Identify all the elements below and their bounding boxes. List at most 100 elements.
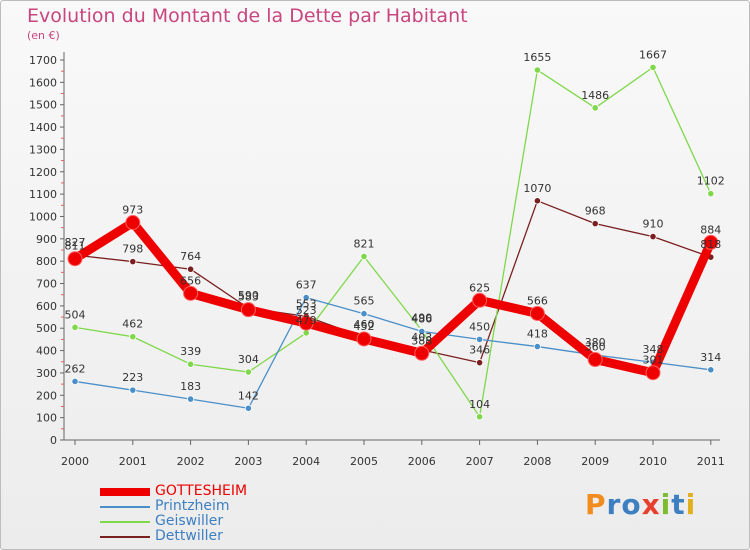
y-tick-label: 1100 [29,188,57,201]
y-tick-label: 300 [36,367,57,380]
data-point-gottesheim [125,215,141,231]
data-point-printzheim [129,386,137,394]
proxiti-logo: Proxiti [585,488,696,521]
data-label: 821 [354,237,375,250]
data-point-geiswiller [533,66,542,74]
data-label: 625 [469,281,490,294]
legend-swatch [100,521,150,523]
data-label: 827 [65,236,86,249]
data-point-gottesheim [529,305,545,321]
x-tick-label: 2002 [177,455,205,468]
y-tick-label: 1600 [29,76,57,89]
data-point-printzheim [244,404,252,412]
data-point-printzheim [360,310,368,318]
legend-label: Geiswiller [155,513,224,529]
data-point-gottesheim [645,365,661,381]
x-tick-label: 2011 [697,455,725,468]
data-label: 968 [585,205,606,218]
data-point-geiswiller [707,190,715,198]
data-label: 388 [411,334,432,347]
y-tick-label: 1300 [29,143,57,156]
data-point-dettwiller [187,265,195,273]
data-label: 566 [527,294,548,307]
data-label: 183 [180,380,201,393]
data-label: 460 [354,318,375,331]
data-label: 656 [180,274,201,287]
data-label: 104 [469,398,490,411]
y-tick-label: 1400 [29,121,57,134]
data-label: 301 [643,354,664,367]
series-line-gottesheim [72,218,715,378]
data-point-printzheim [707,366,715,374]
data-label: 486 [411,312,432,325]
legend-swatch [100,536,150,538]
chart-unit: (en €) [27,29,60,42]
y-tick-label: 800 [36,255,57,268]
y-tick-label: 0 [50,434,57,447]
data-label: 314 [700,351,721,364]
logo-letter: i [685,488,697,521]
x-tick-label: 2006 [408,455,436,468]
data-point-dettwiller [129,258,137,266]
data-point-geiswiller [591,104,599,112]
data-label: 304 [238,353,259,366]
logo-letter: r [606,488,622,521]
data-point-printzheim [418,327,426,335]
x-tick-label: 2000 [61,455,89,468]
data-label: 403 [411,331,432,344]
data-label: 142 [238,389,259,402]
data-point-dettwiller [475,359,484,367]
y-tick-label: 500 [36,322,57,335]
data-point-gottesheim [356,331,372,347]
series-line-dettwiller [74,200,712,364]
x-tick-label: 2009 [581,455,609,468]
data-point-dettwiller [649,232,657,241]
data-label: 490 [411,311,432,324]
data-label: 818 [700,238,721,251]
data-point-gottesheim [472,292,488,308]
data-label: 884 [700,223,721,236]
data-label: 1102 [697,175,725,188]
chart-title: Evolution du Montant de la Dette par Hab… [27,5,468,27]
data-label: 764 [180,250,201,263]
y-tick-label: 1200 [29,166,57,179]
data-point-geiswiller [71,323,79,331]
y-tick-label: 700 [36,278,57,291]
data-label: 462 [122,318,143,331]
logo-letter: P [585,488,607,521]
data-point-printzheim [71,377,79,386]
logo-letter: x [641,488,661,521]
logo-letter: t [671,488,686,521]
logo-letter: o [621,488,642,521]
x-tick-label: 2004 [292,455,320,468]
data-label: 910 [643,218,664,231]
data-label: 973 [122,204,143,217]
legend-swatch [100,506,150,508]
data-label: 339 [180,345,201,358]
data-label: 565 [354,295,375,308]
y-tick-label: 600 [36,300,57,313]
data-point-printzheim [187,395,195,403]
data-point-geiswiller [187,360,195,368]
legend-swatch [100,488,150,496]
data-label: 348 [643,343,664,356]
x-tick-label: 2005 [350,455,378,468]
data-label: 1486 [581,89,609,102]
x-tick-label: 2010 [639,455,667,468]
data-point-gottesheim [183,285,199,301]
y-tick-label: 100 [36,412,57,425]
data-point-geiswiller [129,333,137,341]
data-label: 504 [65,308,86,321]
data-point-geiswiller [360,252,368,261]
data-label: 1655 [523,51,551,64]
data-point-geiswiller [475,413,484,421]
data-point-dettwiller [533,197,542,205]
y-tick-label: 200 [36,389,57,402]
data-point-geiswiller [244,368,252,376]
data-point-gottesheim [587,352,603,368]
data-point-dettwiller [591,220,599,228]
data-label: 590 [238,289,259,302]
data-point-gottesheim [298,315,314,331]
data-label: 1070 [523,182,551,195]
